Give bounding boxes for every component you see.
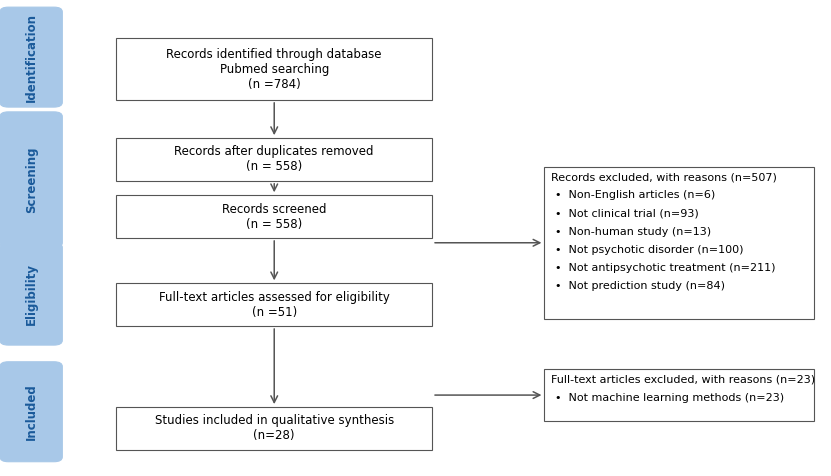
Text: Records screened
(n = 558): Records screened (n = 558) (222, 203, 327, 230)
FancyBboxPatch shape (116, 283, 432, 326)
Text: Full-text articles excluded, with reasons (n=23): Full-text articles excluded, with reason… (551, 375, 815, 385)
Text: •  Not machine learning methods (n=23): • Not machine learning methods (n=23) (555, 393, 784, 403)
Text: Eligibility: Eligibility (25, 263, 37, 325)
FancyBboxPatch shape (0, 362, 62, 462)
Text: •  Not prediction study (n=84): • Not prediction study (n=84) (555, 281, 725, 291)
Text: Full-text articles assessed for eligibility
(n =51): Full-text articles assessed for eligibil… (159, 291, 390, 318)
Text: •  Not antipsychotic treatment (n=211): • Not antipsychotic treatment (n=211) (555, 263, 775, 273)
FancyBboxPatch shape (0, 112, 62, 248)
FancyBboxPatch shape (544, 167, 814, 319)
Text: •  Not clinical trial (n=93): • Not clinical trial (n=93) (555, 208, 699, 218)
FancyBboxPatch shape (116, 195, 432, 238)
Text: •  Non-English articles (n=6): • Non-English articles (n=6) (555, 190, 715, 200)
FancyBboxPatch shape (544, 369, 814, 421)
Text: Included: Included (25, 383, 37, 440)
FancyBboxPatch shape (116, 407, 432, 450)
FancyBboxPatch shape (116, 38, 432, 100)
FancyBboxPatch shape (116, 138, 432, 181)
Text: Screening: Screening (25, 147, 37, 213)
Text: •  Not psychotic disorder (n=100): • Not psychotic disorder (n=100) (555, 245, 744, 255)
Text: Studies included in qualitative synthesis
(n=28): Studies included in qualitative synthesi… (155, 415, 394, 442)
Text: Identification: Identification (25, 13, 37, 101)
Text: Records identified through database
Pubmed searching
(n =784): Records identified through database Pubm… (166, 48, 382, 90)
Text: Records excluded, with reasons (n=507): Records excluded, with reasons (n=507) (551, 172, 777, 182)
Text: Records after duplicates removed
(n = 558): Records after duplicates removed (n = 55… (175, 146, 374, 173)
Text: •  Non-human study (n=13): • Non-human study (n=13) (555, 227, 711, 237)
FancyBboxPatch shape (0, 7, 62, 107)
FancyBboxPatch shape (0, 243, 62, 345)
